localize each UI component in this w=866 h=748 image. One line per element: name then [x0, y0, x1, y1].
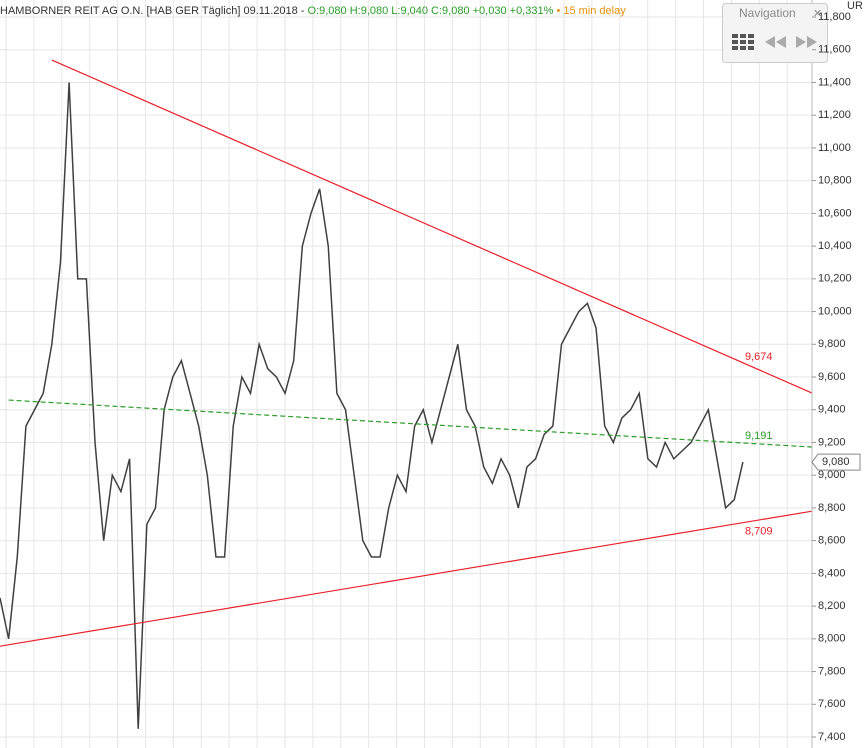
y-tick-label: 8,400	[818, 567, 846, 579]
trendline	[0, 510, 813, 647]
navigation-panel[interactable]: Navigation ✕	[722, 3, 828, 63]
y-tick-label: 10,400	[818, 240, 852, 252]
last-price-box	[811, 453, 861, 471]
y-tick-label: 10,200	[818, 273, 852, 285]
y-tick-label: 8,800	[818, 502, 846, 514]
delay: • 15 min delay	[556, 5, 626, 17]
y-tick-label: 8,200	[818, 600, 846, 612]
y-tick-label: 10,800	[818, 175, 852, 187]
y-tick-label: 9,600	[818, 371, 846, 383]
vertical-grid	[0, 0, 812, 748]
trendline-label: 9,191	[745, 430, 773, 442]
y-tick-label: 11,200	[818, 109, 851, 121]
y-tick-label: 9,200	[818, 436, 846, 448]
y-tick-label: 9,000	[818, 469, 846, 481]
unit: UR	[847, 0, 863, 12]
y-tick-label: 7,400	[818, 731, 846, 743]
price-line	[0, 82, 744, 729]
y-tick-label: 10,000	[818, 305, 852, 317]
y-tick-label: 9,400	[818, 404, 846, 416]
forward-icon[interactable]	[796, 36, 817, 48]
y-tick-label: 11,600	[818, 44, 851, 56]
trendline	[51, 59, 813, 394]
y-tick-label: 11,800	[818, 11, 851, 23]
y-tick-label: 8,600	[818, 535, 846, 547]
last-price-label: 9,080	[822, 456, 850, 468]
navigation-title: Navigation	[739, 6, 796, 20]
y-tick-label: 9,800	[818, 338, 846, 350]
y-tick-label: 7,800	[818, 665, 846, 677]
title: HAMBORNER REIT AG O.N. [HAB GER Täglich]…	[0, 5, 305, 17]
y-tick-label: 11,000	[818, 142, 851, 154]
rewind-icon[interactable]	[765, 36, 786, 48]
header: HAMBORNER REIT AG O.N. [HAB GER Täglich]…	[0, 5, 626, 17]
navigation-close[interactable]: ✕	[813, 8, 822, 20]
y-tick-label: 7,600	[818, 698, 846, 710]
trendline-label: 9,674	[745, 351, 773, 363]
plot: 9,674 9,191 8,709	[0, 59, 813, 729]
trendline-label: 8,709	[745, 526, 773, 538]
y-tick-label: 11,400	[818, 76, 851, 88]
trendline	[8, 399, 813, 448]
y-tick-label: 8,000	[818, 633, 846, 645]
quote: O:9,080 H:9,080 L:9,040 C:9,080 +0,030 +…	[308, 5, 554, 17]
grid-icon[interactable]	[732, 34, 754, 50]
y-tick-label: 10,600	[818, 207, 852, 219]
